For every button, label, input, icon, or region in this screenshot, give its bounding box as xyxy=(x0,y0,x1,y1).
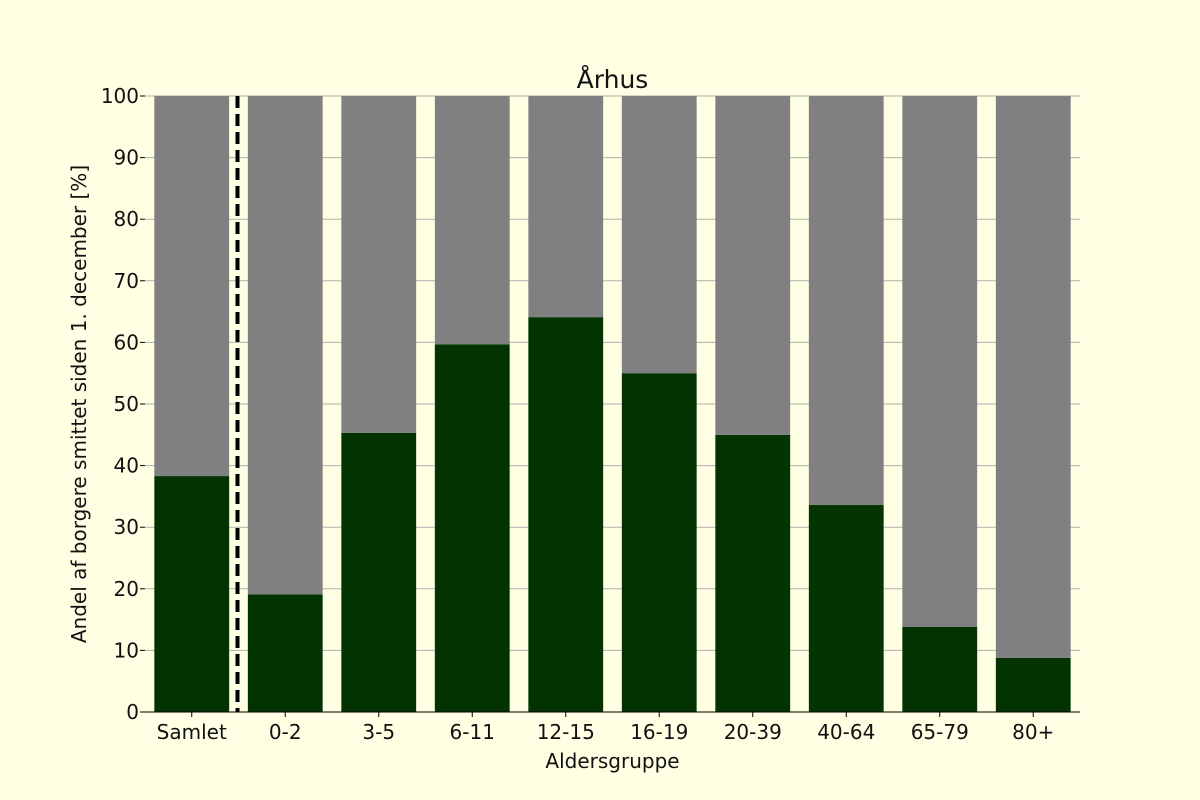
x-tick-label: 40-64 xyxy=(817,720,875,744)
bar-segment-1 xyxy=(528,317,604,712)
y-tick-label: 30 xyxy=(114,515,139,539)
y-tick-label: 100 xyxy=(101,84,139,108)
bar-segment-1 xyxy=(341,432,417,712)
y-tick-label: 90 xyxy=(114,146,139,170)
bar-segment-2 xyxy=(247,96,323,595)
x-tick-label: 0-2 xyxy=(269,720,302,744)
x-axis-ticks: Samlet 0-2 3-5 6-11 12-15 16-19 20-39 40-64 65-7… xyxy=(157,712,1054,744)
bar-segment-2 xyxy=(621,96,697,374)
y-tick-label: 10 xyxy=(114,638,139,662)
y-tick-label: 0 xyxy=(126,700,139,724)
y-tick-label: 60 xyxy=(114,330,139,354)
y-axis-title: Andel af borgere smittet siden 1. decemb… xyxy=(67,165,91,643)
bars xyxy=(154,96,1071,712)
bar-segment-2 xyxy=(528,96,604,318)
bar-segment-1 xyxy=(434,344,510,712)
y-tick-label: 20 xyxy=(114,577,139,601)
bar-segment-2 xyxy=(902,96,978,627)
x-tick-label: 3-5 xyxy=(362,720,395,744)
bar-segment-1 xyxy=(621,373,697,712)
x-axis-title: Aldersgruppe xyxy=(545,749,679,773)
x-tick-label: 6-11 xyxy=(450,720,495,744)
bar-segment-1 xyxy=(715,434,791,712)
bar-segment-1 xyxy=(808,505,884,712)
x-tick-label: 20-39 xyxy=(724,720,782,744)
x-tick-label: Samlet xyxy=(157,720,227,744)
y-tick-label: 70 xyxy=(114,269,139,293)
bar-segment-1 xyxy=(902,626,978,712)
bar-segment-2 xyxy=(154,96,230,477)
y-axis-ticks: 0 10 20 30 40 50 60 70 80 90 100 xyxy=(101,84,145,724)
bar-segment-1 xyxy=(247,594,323,712)
x-tick-label: 65-79 xyxy=(911,720,969,744)
y-tick-label: 80 xyxy=(114,207,139,231)
bar-segment-2 xyxy=(434,96,510,345)
x-tick-label: 16-19 xyxy=(630,720,688,744)
chart-title: Århus xyxy=(577,65,649,94)
bar-segment-2 xyxy=(995,96,1071,658)
x-tick-label: 80+ xyxy=(1012,720,1054,744)
bar-segment-2 xyxy=(808,96,884,506)
bar-segment-2 xyxy=(341,96,417,433)
bar-segment-2 xyxy=(715,96,791,435)
y-tick-label: 40 xyxy=(114,454,139,478)
y-tick-label: 50 xyxy=(114,392,139,416)
bar-segment-1 xyxy=(995,657,1071,712)
bar-segment-1 xyxy=(154,476,230,712)
x-tick-label: 12-15 xyxy=(537,720,595,744)
